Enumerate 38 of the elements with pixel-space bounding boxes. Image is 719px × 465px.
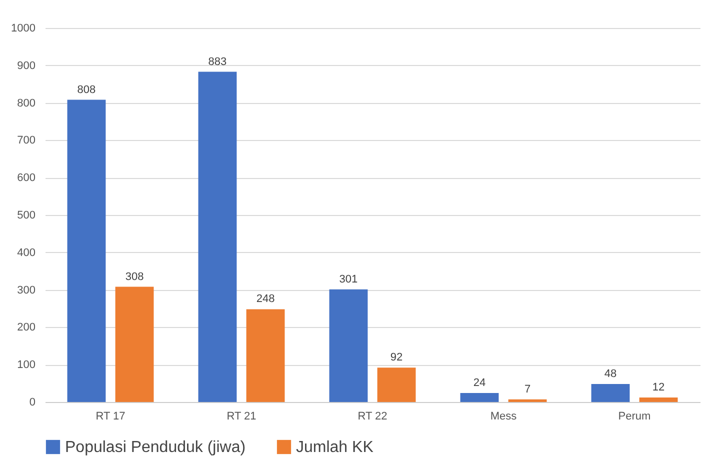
data-label: 301 xyxy=(339,273,358,286)
bar xyxy=(246,309,285,402)
y-tick-label: 800 xyxy=(17,97,36,110)
x-tick-label: RT 22 xyxy=(358,410,388,422)
legend-label: Populasi Penduduk (jiwa) xyxy=(65,439,246,456)
data-label: 248 xyxy=(256,293,275,306)
legend-label: Jumlah KK xyxy=(296,439,374,456)
y-tick-label: 1000 xyxy=(11,22,36,34)
bar xyxy=(377,368,416,402)
bar xyxy=(198,72,237,402)
y-tick-label: 300 xyxy=(17,284,36,296)
x-tick-label: RT 17 xyxy=(96,410,126,422)
data-label: 7 xyxy=(524,383,531,396)
x-tick-label: Mess xyxy=(490,410,518,422)
y-tick-label: 700 xyxy=(17,134,36,147)
bar xyxy=(460,393,499,402)
x-tick-label: Perum xyxy=(618,410,651,422)
data-label: 883 xyxy=(208,56,227,68)
bar xyxy=(639,398,678,402)
y-tick-label: 600 xyxy=(17,172,36,184)
data-label: 92 xyxy=(390,352,403,364)
data-label: 308 xyxy=(125,270,144,283)
data-label: 48 xyxy=(604,368,617,380)
x-tick-label: RT 21 xyxy=(226,410,256,422)
y-tick-label: 0 xyxy=(29,396,36,408)
bar xyxy=(115,286,154,402)
bar xyxy=(67,100,106,402)
y-tick-label: 200 xyxy=(17,322,36,334)
data-label: 24 xyxy=(473,377,486,390)
bar xyxy=(508,399,547,402)
data-label: 12 xyxy=(652,382,665,394)
y-tick-label: 100 xyxy=(17,359,36,372)
data-label: 808 xyxy=(77,84,96,96)
y-tick-label: 900 xyxy=(17,60,36,72)
y-tick-label: 400 xyxy=(17,246,36,259)
y-tick-label: 500 xyxy=(17,210,36,222)
bar xyxy=(329,289,368,402)
bar xyxy=(591,384,630,402)
